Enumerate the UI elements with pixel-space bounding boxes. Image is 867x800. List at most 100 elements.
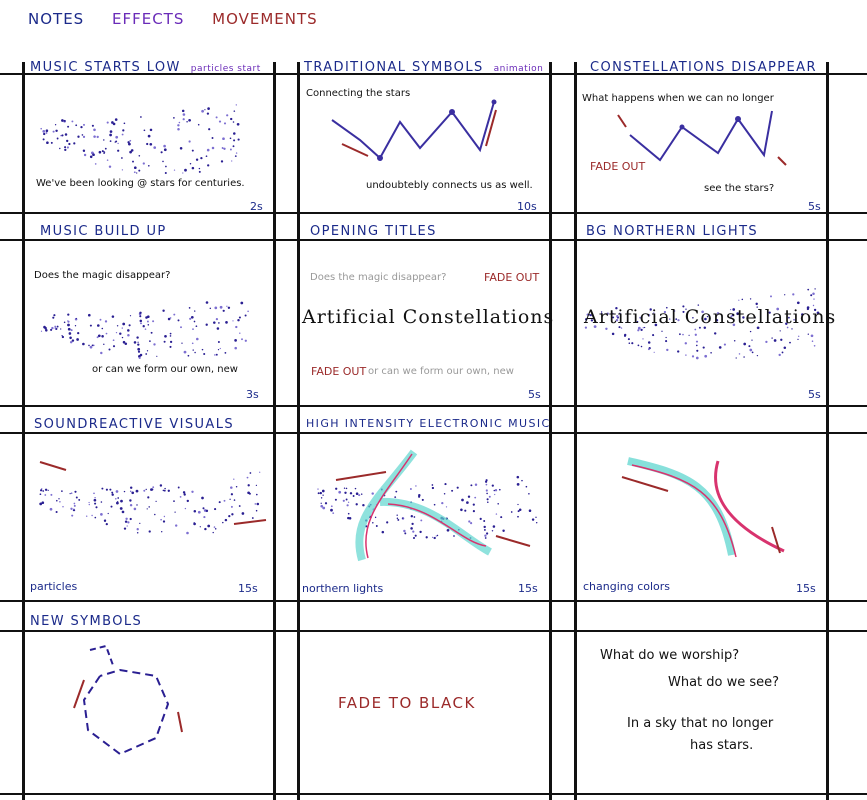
particle-dot — [83, 153, 87, 157]
particle-dot — [146, 142, 149, 146]
particle-dot — [640, 345, 643, 348]
particle-dot — [97, 334, 101, 338]
particle-dot — [136, 336, 139, 339]
particle-dot — [409, 488, 412, 490]
particle-dot — [100, 513, 103, 516]
particle-dot — [149, 128, 153, 132]
particle-dot — [238, 316, 241, 319]
particle-dot — [229, 137, 232, 140]
particle-dot — [348, 517, 352, 520]
row-divider — [0, 212, 867, 214]
particle-dot — [163, 148, 167, 152]
particle-dot — [738, 353, 741, 355]
particle-dot — [444, 483, 447, 486]
particle-dot — [742, 316, 745, 319]
particle-dot — [665, 306, 668, 309]
particle-dot — [78, 498, 81, 501]
particle-dot — [600, 312, 603, 315]
particle-dot — [127, 521, 130, 524]
particle-dot — [59, 501, 61, 503]
particle-dot — [206, 148, 210, 152]
particle-dot — [730, 315, 733, 318]
particle-dot — [205, 155, 208, 158]
particle-dot — [136, 532, 139, 534]
particle-dot — [73, 508, 75, 510]
particle-dot — [372, 521, 374, 524]
panel-7-duration: 15s — [238, 582, 258, 595]
particle-dot — [677, 319, 680, 322]
particle-dot — [706, 315, 709, 318]
particle-dot — [174, 511, 176, 513]
particle-dot — [215, 317, 219, 321]
particle-dot — [729, 308, 732, 311]
particle-dot — [149, 340, 151, 342]
particle-dot — [666, 348, 669, 352]
particle-dot — [191, 342, 194, 345]
particle-dot — [642, 327, 644, 329]
particle-dot — [484, 534, 487, 537]
panel-2-duration: 10s — [517, 200, 537, 213]
particle-dot — [247, 310, 249, 313]
particle-dot — [256, 502, 260, 506]
particle-dot — [233, 478, 235, 480]
particle-dot — [93, 128, 96, 132]
particle-dot — [811, 340, 814, 342]
particle-dot — [237, 138, 240, 141]
particle-dot — [193, 320, 196, 323]
panel-5-fade-bottom: FADE OUT — [311, 365, 367, 378]
particle-dot — [95, 506, 98, 509]
particle-dot — [682, 310, 685, 313]
particle-dot — [716, 312, 720, 315]
particle-dot — [616, 315, 619, 318]
panel-6-title: BG NORTHERN LIGHTS — [586, 224, 759, 239]
particle-dot — [101, 327, 104, 330]
particle-dot — [116, 325, 119, 327]
particle-dot — [51, 326, 54, 330]
particle-dot — [413, 516, 416, 518]
column-divider — [826, 62, 829, 800]
particle-dot — [58, 498, 60, 500]
particle-dot — [812, 304, 815, 307]
particle-dot — [152, 486, 155, 489]
particle-dot — [743, 356, 745, 358]
particle-dot — [85, 515, 88, 517]
particle-dot — [67, 320, 70, 323]
particle-dot — [793, 318, 795, 321]
panel-4-caption-top: Does the magic disappear? — [34, 270, 171, 281]
particle-dot — [776, 307, 780, 311]
particle-dot — [83, 123, 85, 126]
particle-dot — [677, 350, 680, 353]
particle-dot — [787, 316, 790, 319]
particle-dot — [810, 334, 814, 338]
particle-dot — [112, 122, 116, 126]
particle-dot — [682, 333, 684, 336]
particle-dot — [332, 512, 335, 514]
particle-dot — [70, 492, 73, 495]
particle-dot — [694, 333, 697, 336]
particle-dot — [82, 342, 85, 346]
particle-dot — [615, 318, 619, 322]
particle-dot — [330, 508, 333, 512]
particle-dot — [197, 510, 201, 514]
particle-dot — [104, 320, 108, 323]
particle-dot — [98, 150, 102, 154]
particle-dot — [164, 334, 167, 338]
particle-dot — [235, 152, 238, 154]
particle-dot — [106, 159, 109, 161]
particle-dot — [453, 535, 455, 537]
particle-dot — [249, 472, 252, 474]
particle-dot — [67, 125, 70, 128]
particle-dot — [412, 536, 416, 540]
particle-dot — [696, 349, 699, 352]
particle-dot — [246, 476, 249, 479]
particle-dot — [233, 132, 236, 135]
panel-9-note: changing colors — [583, 580, 671, 593]
particle-dot — [123, 122, 126, 125]
particle-dot — [691, 355, 695, 358]
particle-dot — [152, 320, 155, 323]
particle-dot — [502, 529, 505, 532]
closing-line-3: In a sky that no longer — [627, 716, 774, 731]
particle-dot — [139, 319, 143, 323]
particle-dot — [99, 318, 102, 321]
particle-dot — [138, 155, 141, 157]
